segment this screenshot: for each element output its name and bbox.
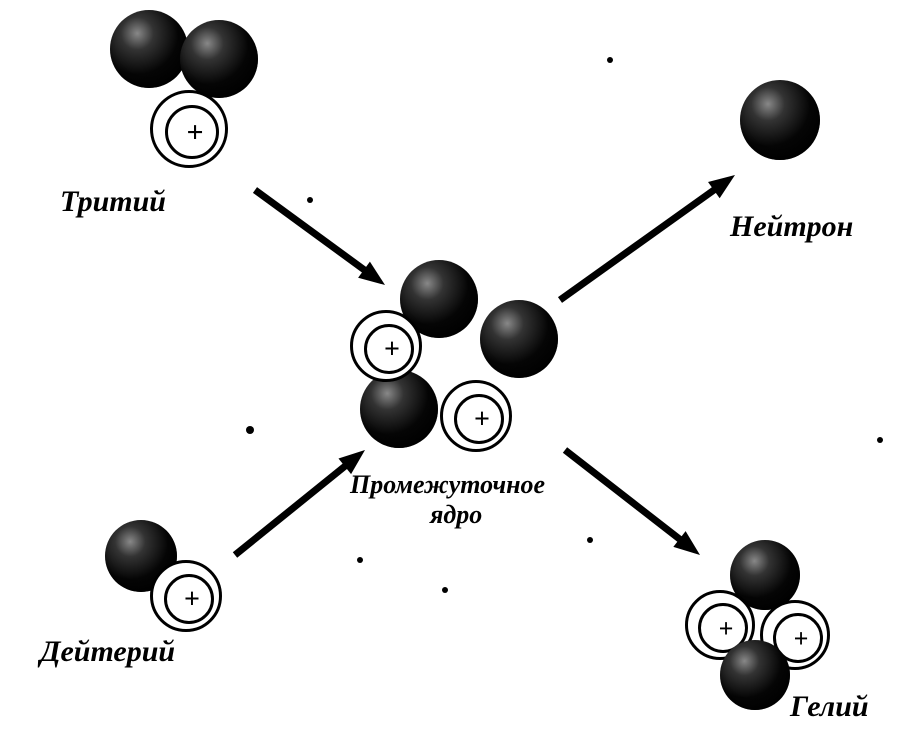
neutron-sphere (480, 300, 558, 378)
tritium-label: Тритий (60, 185, 166, 219)
plus-icon: + (701, 616, 751, 642)
arrow-head-icon (358, 262, 385, 285)
speck (246, 426, 254, 434)
speck (587, 537, 593, 543)
proton-ring: + (454, 394, 504, 444)
arrow-shaft (565, 450, 688, 545)
plus-icon: + (457, 406, 507, 434)
plus-icon: + (776, 626, 826, 652)
neutron-sphere (360, 370, 438, 448)
arrow-shaft (560, 184, 722, 300)
proton-ring: + (164, 574, 214, 624)
speck (442, 587, 448, 593)
neutron-label: Нейтрон (730, 210, 853, 244)
neutron-sphere (720, 640, 790, 710)
intermediate-label-1: Промежуточное (350, 470, 545, 500)
proton-ring: + (364, 324, 414, 374)
intermediate-label-2: ядро (430, 500, 482, 530)
speck (877, 437, 883, 443)
proton-sphere: + (150, 90, 228, 168)
proton-ring: + (165, 105, 219, 159)
neutron-sphere (180, 20, 258, 98)
arrow-head-icon (708, 175, 735, 198)
neutron-sphere (740, 80, 820, 160)
plus-icon: + (167, 586, 217, 614)
plus-icon: + (367, 336, 417, 364)
helium-label: Гелий (790, 690, 869, 724)
proton-sphere: + (150, 560, 222, 632)
proton-sphere: + (350, 310, 422, 382)
deuterium-label: Дейтерий (40, 635, 175, 669)
fusion-diagram: + + ++ ++ Тритий Дейтерий Промежуточное … (0, 0, 912, 738)
plus-icon: + (168, 118, 222, 148)
speck (307, 197, 313, 203)
neutron-sphere (110, 10, 188, 88)
arrow-shaft (255, 190, 372, 276)
arrow-head-icon (673, 531, 700, 555)
speck (607, 57, 613, 63)
proton-sphere: + (440, 380, 512, 452)
speck (357, 557, 363, 563)
arrow-shaft (235, 460, 353, 555)
